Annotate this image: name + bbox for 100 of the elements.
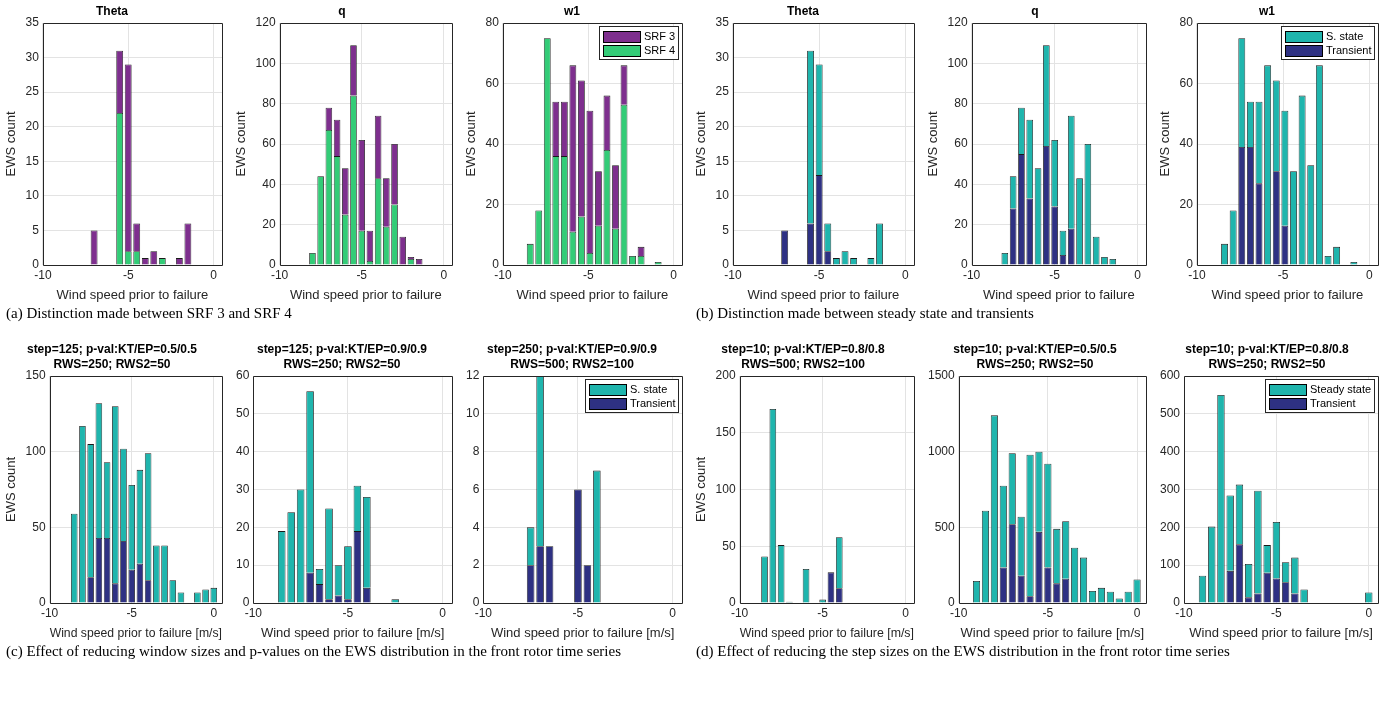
y-tick-label: 120: [255, 15, 276, 30]
legend-label: SRF 4: [644, 44, 676, 56]
x-tick-label: 0: [902, 267, 910, 282]
y-tick-label: 80: [485, 15, 500, 30]
x-tick-label: -5: [1042, 605, 1054, 620]
y-tick-label: 50: [235, 406, 250, 421]
chart-title: w1: [1257, 3, 1276, 18]
text: (a) Distinction made between SRF 3 and SRF 4: [6, 305, 293, 322]
y-tick-label: 500: [1159, 406, 1181, 421]
legend-label: Transient: [1310, 397, 1356, 409]
x-axis-title: Wind speed prior to failure [m/s]: [49, 625, 222, 640]
x-tick-label: 0: [210, 605, 218, 620]
x-axis-title: Wind speed prior to failure [m/s]: [739, 625, 914, 640]
y-axis-title: EWS count: [233, 111, 249, 177]
y-tick-label: 20: [715, 119, 730, 134]
y-axis-title: EWS count: [1157, 111, 1173, 177]
y-tick-label: 60: [954, 136, 968, 151]
x-axis-title: Wind speed prior to failure: [289, 286, 442, 302]
legend-label: S. state: [1326, 30, 1364, 42]
y-tick-label: 80: [262, 95, 276, 110]
legend-label: S. state: [630, 383, 668, 395]
y-axis-title: EWS count: [463, 111, 479, 177]
chart-title: step=10; p-val:KT/EP=0.8/0.8 RWS=500; RWS2=100: [721, 341, 886, 371]
y-tick-label: 60: [262, 136, 276, 151]
y-tick-label: 10: [715, 188, 730, 203]
x-tick-label: 0: [1365, 605, 1373, 620]
y-tick-label: 50: [722, 538, 736, 553]
y-axis-title: EWS count: [693, 111, 709, 177]
y-tick-label: 1500: [927, 368, 956, 383]
x-tick-label: 0: [1133, 605, 1141, 620]
y-tick-label: 40: [485, 136, 500, 151]
y-tick-label: 120: [947, 15, 968, 30]
x-axis-title: Wind speed prior to failure [m/s]: [490, 624, 675, 640]
y-tick-label: 300: [1159, 481, 1181, 496]
chart-title: q: [338, 3, 346, 18]
y-tick-label: 8: [472, 443, 480, 458]
y-tick-label: 15: [25, 153, 40, 168]
y-tick-label: 40: [1179, 136, 1194, 151]
x-tick-label: 0: [210, 267, 218, 282]
chart-title: step=125; p-val:KT/EP=0.5/0.5 RWS=250; RWS2=50: [26, 341, 198, 371]
y-tick-label: 35: [25, 15, 40, 30]
y-tick-label: 20: [485, 196, 500, 211]
y-tick-label: 40: [262, 176, 276, 191]
chart-title: Theta: [786, 3, 820, 18]
y-tick-label: 200: [715, 368, 736, 383]
x-axis-title: Wind speed prior to failure: [516, 286, 669, 302]
x-tick-label: 0: [1366, 267, 1374, 282]
y-tick-label: 100: [715, 481, 736, 496]
x-axis-title: Wind speed prior to failure [m/s]: [260, 624, 445, 640]
y-tick-label: 200: [1159, 519, 1181, 534]
chart-title: step=250; p-val:KT/EP=0.9/0.9 RWS=500; RWS2=100: [486, 341, 658, 371]
x-tick-label: -5: [582, 267, 594, 282]
x-tick-label: -5: [356, 267, 368, 282]
y-tick-label: 35: [715, 15, 730, 30]
y-tick-label: 20: [1179, 196, 1194, 211]
y-tick-label: 40: [235, 443, 250, 458]
y-tick-label: 25: [25, 84, 40, 99]
x-axis-title: Wind speed prior to failure: [747, 286, 900, 302]
x-tick-label: -5: [122, 267, 134, 282]
y-axis-title: EWS count: [3, 111, 19, 177]
y-tick-label: 100: [25, 443, 46, 458]
y-tick-label: 1000: [927, 443, 956, 458]
y-tick-label: 4: [472, 519, 480, 534]
x-tick-label: -5: [342, 605, 354, 620]
y-tick-label: 20: [235, 519, 250, 534]
y-tick-label: 15: [715, 153, 730, 168]
legend-label: Steady state: [1310, 383, 1372, 395]
x-tick-label: -5: [126, 605, 138, 620]
y-tick-label: 80: [954, 95, 968, 110]
legend-label: Transient: [1326, 44, 1372, 56]
y-tick-label: 500: [934, 519, 956, 534]
x-axis-title: Wind speed prior to failure [m/s]: [960, 624, 1145, 640]
y-tick-label: 40: [954, 176, 968, 191]
x-tick-label: 0: [1134, 267, 1142, 282]
y-tick-label: 100: [947, 55, 968, 70]
y-tick-label: 12: [465, 368, 480, 383]
y-tick-label: 30: [235, 481, 250, 496]
legend-label: SRF 3: [644, 30, 676, 42]
chart-title: step=10; p-val:KT/EP=0.5/0.5 RWS=250; RWS2=50: [953, 341, 1118, 371]
y-tick-label: 10: [235, 557, 250, 572]
chart-title: Theta: [95, 3, 129, 18]
y-tick-label: 2: [472, 557, 480, 572]
chart-title: step=10; p-val:KT/EP=0.8/0.8 RWS=250; RWS2=50: [1185, 341, 1350, 371]
x-tick-label: -5: [817, 605, 829, 620]
y-tick-label: 20: [954, 216, 968, 231]
x-tick-label: -5: [1049, 267, 1061, 282]
x-tick-label: -5: [572, 605, 584, 620]
text: (c) Effect of reducing window sizes and p-values on the EWS distribution in the front rotor time series: [6, 643, 622, 660]
x-axis-title: Wind speed prior to failure: [56, 286, 209, 302]
y-tick-label: 10: [25, 188, 40, 203]
x-tick-label: -5: [1277, 267, 1289, 282]
y-axis-title: EWS count: [3, 456, 19, 523]
y-axis-title: EWS count: [693, 456, 709, 523]
y-tick-label: 5: [722, 222, 730, 237]
x-tick-label: 0: [440, 267, 448, 282]
y-tick-label: 20: [25, 119, 40, 134]
y-tick-label: 150: [25, 368, 46, 383]
x-axis-title: Wind speed prior to failure: [1211, 286, 1364, 302]
y-tick-label: 60: [1179, 75, 1194, 90]
text: (b) Distinction made between steady state and transients: [696, 305, 1035, 322]
